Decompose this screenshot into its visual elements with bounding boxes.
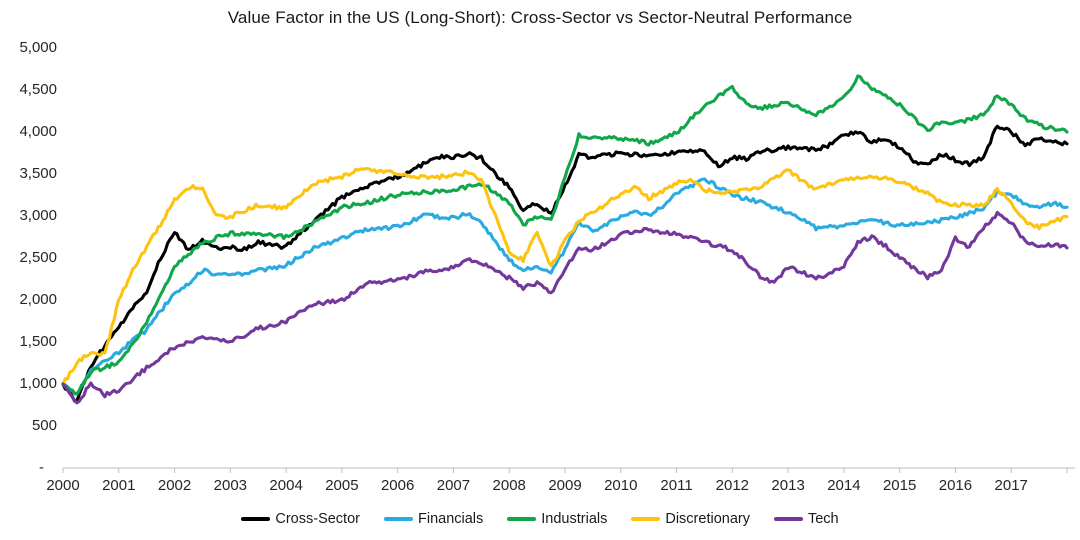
x-axis-tick-label: 2006 [380, 477, 415, 494]
y-axis-tick-label: 1,500 [19, 333, 57, 350]
legend-line-swatch [631, 517, 661, 521]
y-axis-tick-label: 500 [31, 417, 57, 434]
x-axis-tick-label: 2016 [938, 477, 973, 494]
y-axis-tick-label: 3,500 [19, 165, 57, 182]
x-axis-tick-label: 2014 [827, 477, 861, 494]
legend-label: Industrials [541, 511, 608, 527]
x-axis-tick-label: 2005 [325, 477, 359, 494]
legend-item-industrials: Industrials [507, 511, 607, 527]
y-axis-tick-label: 5,000 [19, 39, 57, 56]
y-axis-tick-label: 4,000 [19, 123, 57, 140]
legend-line-swatch [773, 517, 803, 521]
x-axis-tick-label: 2017 [994, 477, 1028, 494]
x-axis-tick-label: 2012 [715, 477, 750, 494]
x-axis-tick-label: 2000 [46, 477, 80, 494]
series-line-cross-sector [61, 124, 1069, 403]
x-axis-tick-label: 2004 [269, 477, 303, 494]
x-axis-tick-label: 2009 [548, 477, 582, 494]
y-axis-tick-label: 2,000 [19, 291, 57, 308]
x-axis-tick-label: 2015 [882, 477, 917, 494]
series-line-financials [61, 177, 1069, 396]
x-axis-tick-label: 2003 [213, 477, 248, 494]
legend-item-tech: Tech [773, 511, 839, 527]
legend-label: Discretionary [665, 511, 750, 527]
legend-line-swatch [507, 517, 537, 521]
y-axis-tick-label: 3,000 [19, 207, 57, 224]
legend-label: Cross-Sector [275, 511, 360, 527]
x-axis-tick-label: 2007 [436, 477, 471, 494]
x-axis-tick-label: 2011 [660, 477, 693, 494]
y-axis-tick-label: 1,000 [19, 375, 57, 392]
legend-line-swatch [383, 517, 413, 521]
series-line-industrials [61, 74, 1069, 396]
legend-label: Tech [807, 511, 839, 527]
legend: Cross-Sector Financials Industrials Discret… [0, 511, 1080, 527]
series-line-discretionary [61, 167, 1069, 386]
chart-title: Value Factor in the US (Long-Short): Cro… [227, 8, 853, 27]
legend-item-cross-sector: Cross-Sector [241, 511, 360, 527]
y-axis-tick-label: - [39, 459, 44, 476]
series-line-tech [61, 210, 1069, 405]
legend-label: Financials [417, 511, 484, 527]
x-axis-tick-label: 2008 [492, 477, 526, 494]
x-axis-tick-label: 2002 [157, 477, 192, 494]
x-axis-tick-label: 2010 [604, 477, 638, 494]
y-axis-tick-label: 4,500 [19, 81, 57, 98]
x-axis-tick-label: 2013 [771, 477, 805, 494]
legend-line-swatch [241, 517, 271, 521]
y-axis-tick-label: 2,500 [19, 249, 57, 266]
legend-item-financials: Financials [383, 511, 484, 527]
x-axis-tick-label: 2001 [102, 477, 136, 494]
legend-item-discretionary: Discretionary [631, 511, 750, 527]
